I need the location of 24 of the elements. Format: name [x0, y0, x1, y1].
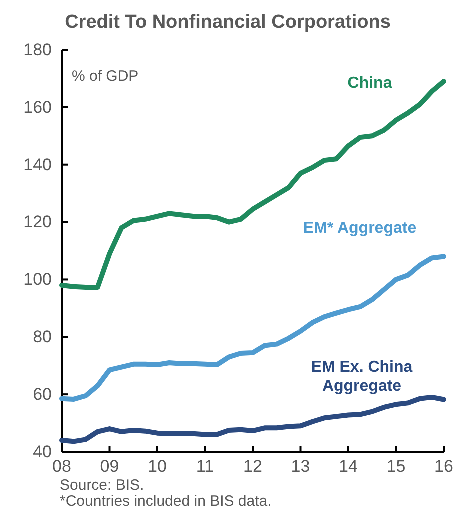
- x-tick-label: 09: [100, 457, 120, 476]
- x-tick-label: 12: [244, 457, 262, 476]
- chart-title: Credit To Nonfinancial Corporations: [65, 12, 391, 33]
- x-tick-label: 14: [339, 457, 358, 476]
- source-note: Source: BIS.: [60, 477, 144, 494]
- y-tick-label: 180: [24, 40, 52, 60]
- series-label: EM* Aggregate: [303, 220, 417, 237]
- x-tick-label: 10: [148, 457, 167, 476]
- y-tick-label: 40: [33, 442, 52, 462]
- y-tick-label: 80: [33, 328, 52, 347]
- y-tick-label: 60: [33, 385, 52, 404]
- x-tick-label: 08: [52, 457, 72, 476]
- series-label: China: [348, 75, 392, 92]
- y-tick-label: 120: [24, 212, 52, 232]
- text: *Countries included in BIS data.: [60, 493, 272, 510]
- y-tick-label: 140: [24, 155, 52, 174]
- x-tick-label: 11: [196, 457, 214, 476]
- x-tick-label: 13: [291, 457, 310, 476]
- y-axis-title: % of GDP: [72, 68, 139, 85]
- series-label: EM Ex. China Aggregate: [311, 359, 413, 395]
- x-tick-label: 16: [434, 457, 454, 476]
- y-tick-label: 160: [24, 98, 52, 117]
- y-tick-label: 100: [24, 270, 52, 290]
- x-tick-label: 15: [386, 457, 406, 476]
